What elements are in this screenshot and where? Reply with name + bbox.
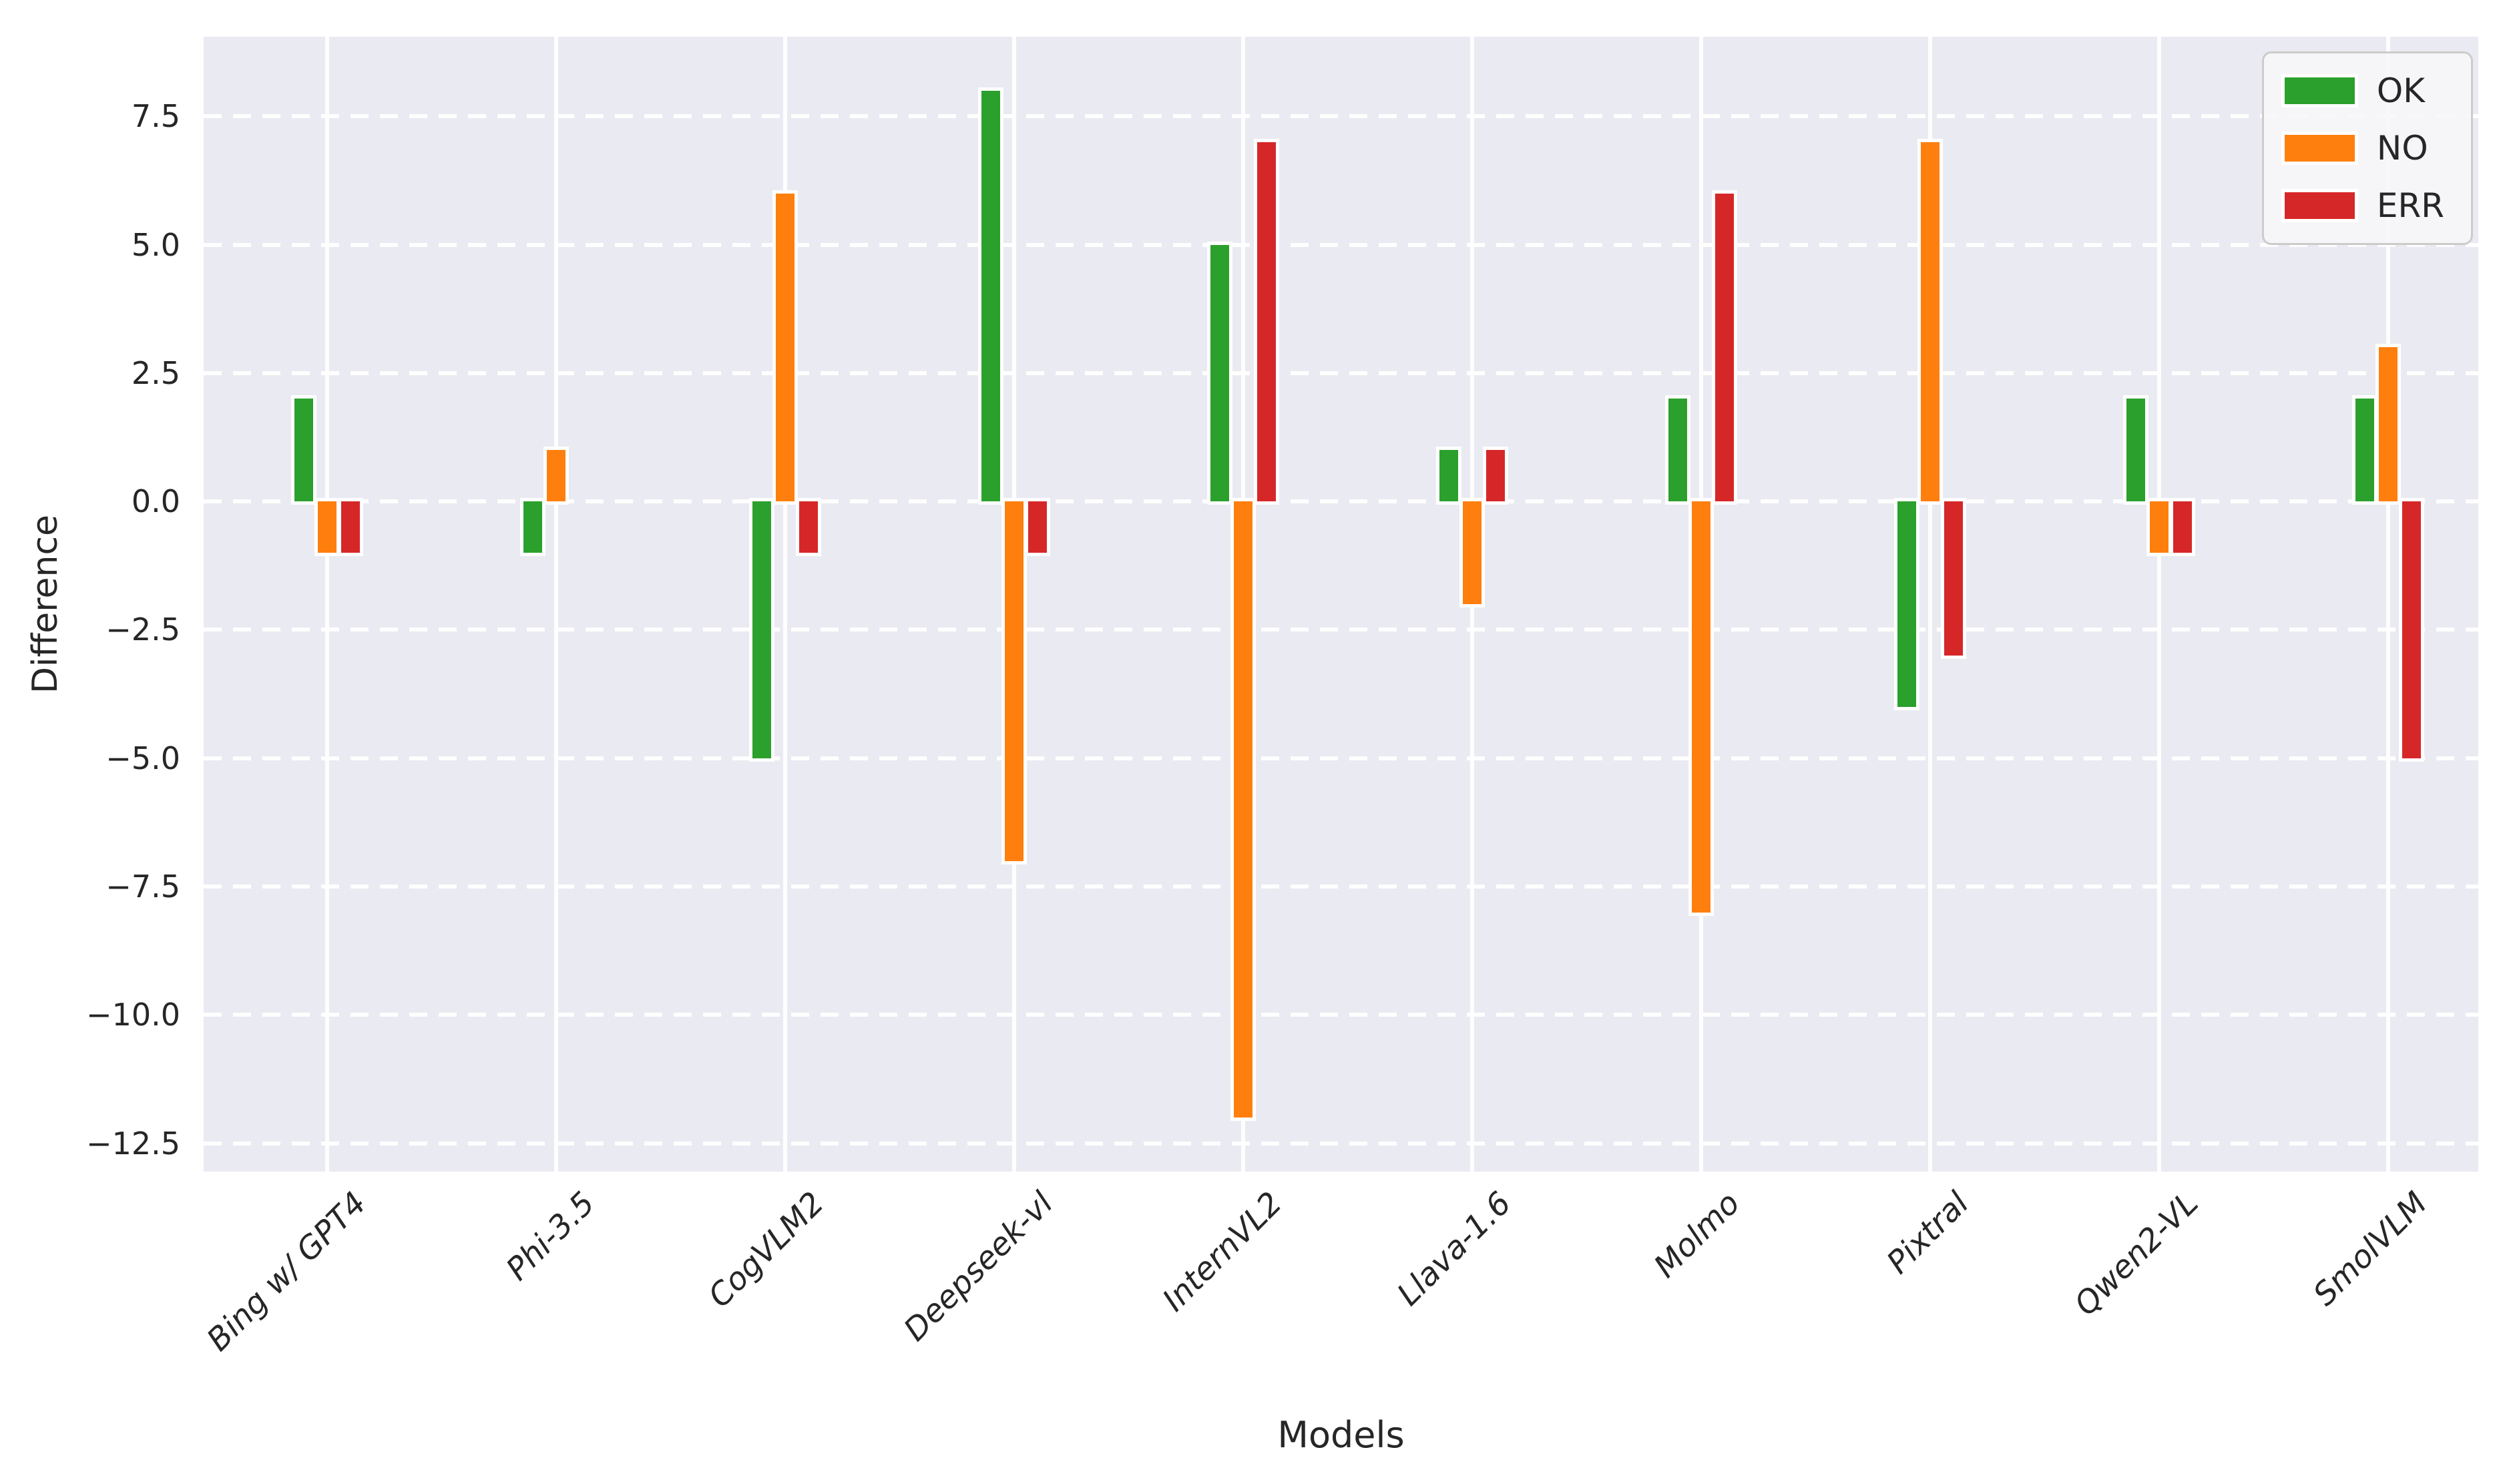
bar-ok-6 (1665, 395, 1690, 505)
y-tick-label: −2.5 (105, 611, 180, 648)
bar-no-1 (543, 447, 569, 505)
x-gridline (2157, 37, 2161, 1172)
x-tick-label: Deepseek-vl (897, 1185, 1060, 1348)
x-gridline (554, 37, 558, 1172)
bar-ok-0 (291, 395, 316, 505)
bar-no-8 (2146, 498, 2172, 557)
y-gridline (204, 756, 2478, 760)
x-gridline (1928, 37, 1932, 1172)
legend-swatch-ok (2281, 74, 2358, 107)
bar-err-3 (1025, 498, 1050, 557)
bar-ok-7 (1894, 498, 1919, 710)
legend-item-no: NO (2281, 130, 2444, 167)
bar-ok-4 (1207, 241, 1232, 505)
bar-no-0 (314, 498, 340, 557)
y-tick-label: −7.5 (105, 869, 180, 905)
legend-swatch-no (2281, 132, 2358, 165)
y-gridline (204, 370, 2478, 375)
bar-err-9 (2399, 498, 2424, 762)
bar-no-2 (772, 190, 798, 505)
bar-no-5 (1459, 498, 1485, 607)
y-gridline (204, 1013, 2478, 1017)
x-tick-label: Pixtral (1879, 1185, 1976, 1282)
bar-ok-3 (978, 87, 1003, 505)
bar-ok-9 (2352, 395, 2377, 505)
x-tick-label: Llava-1.6 (1389, 1185, 1518, 1313)
y-axis-label: Difference (25, 514, 65, 694)
bar-err-5 (1483, 447, 1508, 505)
x-tick-label: Bing w/ GPT4 (200, 1185, 373, 1358)
x-tick-label: SmolVLM (2306, 1185, 2434, 1313)
y-tick-label: 5.0 (131, 226, 180, 263)
bar-err-6 (1712, 190, 1737, 505)
legend-item-err: ERR (2281, 187, 2444, 224)
y-tick-label: −12.5 (86, 1125, 180, 1162)
y-tick-label: 0.0 (131, 483, 180, 520)
y-gridline (204, 499, 2478, 504)
legend-swatch-err (2281, 189, 2358, 222)
bar-no-7 (1917, 138, 1943, 505)
y-gridline (204, 1141, 2478, 1146)
bar-ok-1 (520, 498, 545, 557)
legend: OK NO ERR (2261, 51, 2473, 245)
bar-err-0 (338, 498, 363, 557)
y-tick-label: −10.0 (86, 997, 180, 1033)
y-tick-label: 7.5 (131, 98, 180, 135)
y-tick-label: 2.5 (131, 354, 180, 391)
bar-no-4 (1230, 498, 1256, 1122)
bar-err-7 (1941, 498, 1966, 659)
y-gridline (204, 114, 2478, 119)
legend-item-ok: OK (2281, 72, 2444, 109)
bar-no-9 (2375, 344, 2401, 505)
bar-ok-8 (2123, 395, 2148, 505)
legend-label: OK (2376, 71, 2426, 110)
bar-err-2 (796, 498, 821, 557)
y-gridline (204, 242, 2478, 247)
x-gridline (2386, 37, 2390, 1172)
bar-err-4 (1254, 138, 1279, 505)
bar-no-3 (1001, 498, 1027, 864)
legend-label: ERR (2376, 186, 2444, 225)
y-gridline (204, 628, 2478, 632)
bar-ok-2 (749, 498, 774, 762)
x-tick-label: Molmo (1647, 1185, 1747, 1285)
x-gridline (783, 37, 787, 1172)
y-tick-label: −5.0 (105, 740, 180, 776)
x-gridline (325, 37, 329, 1172)
x-tick-label: CogVLM2 (701, 1185, 831, 1315)
bar-err-8 (2170, 498, 2195, 557)
x-tick-label: Phi-3.5 (499, 1185, 602, 1288)
bar-ok-5 (1436, 447, 1461, 505)
x-tick-label: InternVL2 (1155, 1185, 1289, 1319)
legend-label: NO (2376, 129, 2428, 168)
y-gridline (204, 885, 2478, 889)
x-tick-label: Qwen2-VL (2067, 1185, 2205, 1323)
x-axis-label: Models (1277, 1414, 1405, 1456)
bar-no-6 (1688, 498, 1714, 916)
plot-area: OK NO ERR (204, 37, 2478, 1172)
